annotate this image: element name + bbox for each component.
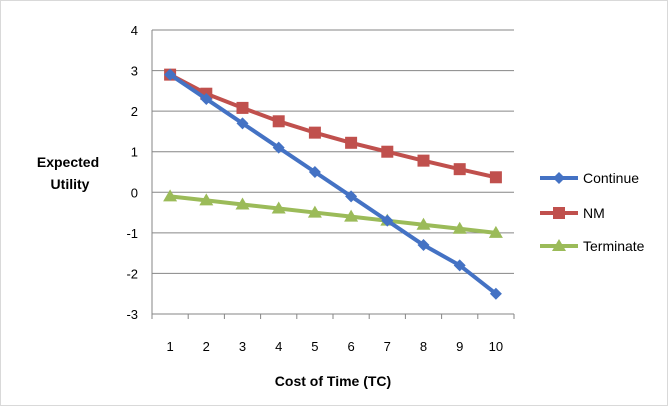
legend-label: NM: [583, 205, 605, 221]
legend-item-continue: Continue: [540, 170, 639, 186]
data-point-continue: [236, 117, 249, 130]
data-point-terminate: [199, 193, 214, 206]
data-point-nm: [308, 126, 321, 139]
data-point-continue: [489, 287, 502, 300]
legend-marker: [553, 172, 565, 184]
series-continue: [164, 68, 502, 300]
x-tick-labels: 1 2 3 4 5 6 7 8 9 10: [166, 339, 503, 354]
series-line-continue: [168, 72, 498, 296]
x-tick-label: 3: [239, 339, 246, 354]
legend-item-terminate: Terminate: [540, 238, 645, 254]
data-point-continue: [381, 214, 394, 227]
data-point-nm: [453, 163, 466, 176]
x-tick-label: 1: [166, 339, 173, 354]
data-point-continue: [272, 141, 285, 154]
x-tick-label: 10: [489, 339, 503, 354]
y-axis-title-line1: Expected: [37, 154, 99, 170]
data-point-nm: [345, 136, 358, 149]
x-tick-label: 4: [275, 339, 282, 354]
data-point-terminate: [452, 221, 467, 234]
data-point-continue: [453, 259, 466, 272]
x-tick-label: 2: [203, 339, 210, 354]
data-point-continue: [164, 68, 177, 81]
y-tick-label: 4: [131, 23, 138, 38]
y-tick-label: -3: [126, 307, 138, 322]
data-point-continue: [345, 190, 358, 203]
x-tick-label: 6: [347, 339, 354, 354]
data-point-terminate: [488, 225, 503, 238]
x-axis-title: Cost of Time (TC): [275, 373, 391, 389]
y-tick-label: 1: [131, 145, 138, 160]
data-point-terminate: [344, 209, 359, 222]
y-axis-title-line2: Utility: [51, 176, 90, 192]
legend: Continue NM Terminate: [540, 170, 645, 254]
data-point-continue: [200, 92, 213, 105]
series-terminate: [163, 189, 503, 238]
data-point-terminate: [271, 201, 286, 214]
data-point-terminate: [163, 189, 178, 202]
y-tick-label: -1: [126, 226, 138, 241]
data-point-nm: [272, 115, 285, 128]
y-tick-label: 3: [131, 64, 138, 79]
series-lines: [163, 68, 503, 300]
series-line-terminate: [169, 194, 497, 235]
data-point-nm: [236, 101, 249, 114]
data-point-nm: [381, 145, 394, 158]
x-tick-label: 5: [311, 339, 318, 354]
legend-item-nm: NM: [540, 205, 605, 221]
y-tick-label: 2: [131, 104, 138, 119]
x-tick-label: 9: [456, 339, 463, 354]
series-nm: [164, 68, 502, 184]
x-tick-label: 8: [420, 339, 427, 354]
data-point-continue: [417, 239, 430, 252]
series-line-nm: [169, 72, 497, 180]
data-point-continue: [308, 166, 321, 178]
data-point-nm: [417, 154, 430, 167]
y-tick-labels: 4 3 2 1 0 -1 -2 -3: [126, 23, 138, 322]
legend-label: Continue: [583, 170, 639, 186]
data-point-terminate: [416, 217, 431, 230]
x-tick-label: 7: [384, 339, 391, 354]
data-point-terminate: [307, 205, 322, 218]
data-point-terminate: [235, 197, 250, 210]
legend-marker: [553, 207, 565, 219]
data-point-nm: [489, 171, 502, 184]
legend-marker: [552, 239, 566, 251]
y-tick-label: 0: [131, 185, 138, 200]
legend-label: Terminate: [583, 238, 645, 254]
y-tick-label: -2: [126, 266, 138, 281]
